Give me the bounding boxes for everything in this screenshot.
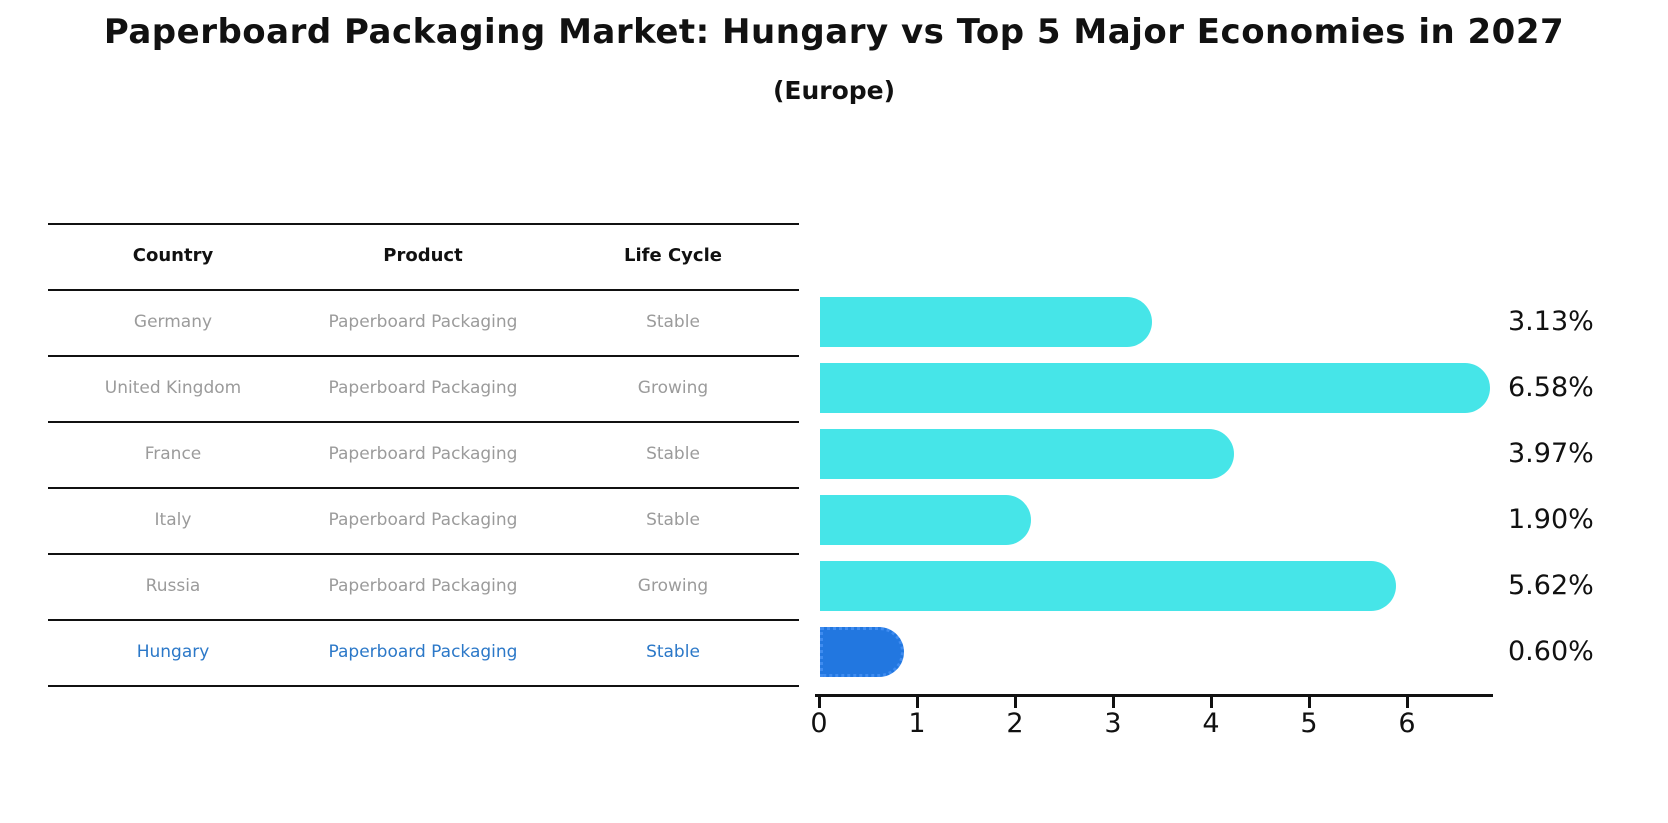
value-label-hungary: 0.60%	[1508, 636, 1594, 667]
table-bottom-border	[48, 685, 799, 687]
x-axis-tick-label-1: 1	[908, 708, 926, 739]
value-label-france: 3.97%	[1508, 438, 1594, 469]
value-label-united-kingdom: 6.58%	[1508, 372, 1594, 403]
x-axis-tick-3	[1112, 697, 1115, 708]
x-axis-tick-label-2: 2	[1006, 708, 1024, 739]
table-row-divider	[48, 487, 799, 489]
table-cell-life_cycle-france: Stable	[646, 444, 700, 464]
value-label-germany: 3.13%	[1508, 306, 1594, 337]
table-cell-country-hungary: Hungary	[136, 642, 210, 662]
table-row-divider	[48, 553, 799, 555]
column-header-country: Country	[132, 245, 214, 266]
x-axis-tick-label-6: 6	[1398, 708, 1416, 739]
table-row-divider	[48, 421, 799, 423]
table-cell-product-italy: Paperboard Packaging	[328, 510, 518, 530]
table-cell-country-france: France	[144, 444, 202, 464]
bar-france	[820, 429, 1235, 479]
table-cell-life_cycle-russia: Growing	[637, 576, 709, 596]
bar-united-kingdom	[820, 363, 1490, 413]
table-cell-life_cycle-italy: Stable	[646, 510, 700, 530]
table-row-divider	[48, 355, 799, 357]
table-cell-country-russia: Russia	[145, 576, 201, 596]
table-cell-country-germany: Germany	[133, 312, 213, 332]
bar-russia	[820, 561, 1396, 611]
table-cell-country-italy: Italy	[154, 510, 192, 530]
bar-germany	[820, 297, 1152, 347]
chart-subtitle: (Europe)	[772, 76, 896, 105]
table-row-divider	[48, 289, 799, 291]
x-axis-tick-6	[1406, 697, 1409, 708]
x-axis-line	[815, 694, 1493, 697]
x-axis-tick-label-5: 5	[1300, 708, 1318, 739]
table-top-border	[48, 223, 799, 225]
table-cell-product-france: Paperboard Packaging	[328, 444, 518, 464]
x-axis-tick-0	[818, 697, 821, 708]
table-cell-country-united-kingdom: United Kingdom	[104, 378, 242, 398]
table-cell-product-germany: Paperboard Packaging	[328, 312, 518, 332]
value-label-russia: 5.62%	[1508, 570, 1594, 601]
x-axis-tick-label-3: 3	[1104, 708, 1122, 739]
x-axis-tick-label-4: 4	[1202, 708, 1220, 739]
table-cell-life_cycle-germany: Stable	[646, 312, 700, 332]
x-axis-tick-2	[1014, 697, 1017, 708]
x-axis-tick-label-0: 0	[810, 708, 828, 739]
table-row-divider	[48, 619, 799, 621]
chart-title: Paperboard Packaging Market: Hungary vs …	[103, 12, 1565, 52]
bar-hungary	[820, 627, 904, 677]
value-label-italy: 1.90%	[1508, 504, 1594, 535]
table-cell-product-hungary: Paperboard Packaging	[328, 642, 518, 662]
x-axis-tick-4	[1210, 697, 1213, 708]
table-cell-life_cycle-united-kingdom: Growing	[637, 378, 709, 398]
column-header-life-cycle: Life Cycle	[624, 245, 722, 266]
x-axis-tick-1	[916, 697, 919, 708]
table-cell-life_cycle-hungary: Stable	[646, 642, 700, 662]
column-header-product: Product	[383, 245, 463, 266]
table-cell-product-russia: Paperboard Packaging	[328, 576, 518, 596]
summary-table: Country Product Life Cycle Germany Paperb…	[48, 223, 799, 687]
table-cell-product-united-kingdom: Paperboard Packaging	[328, 378, 518, 398]
bar-italy	[820, 495, 1032, 545]
x-axis-tick-5	[1308, 697, 1311, 708]
